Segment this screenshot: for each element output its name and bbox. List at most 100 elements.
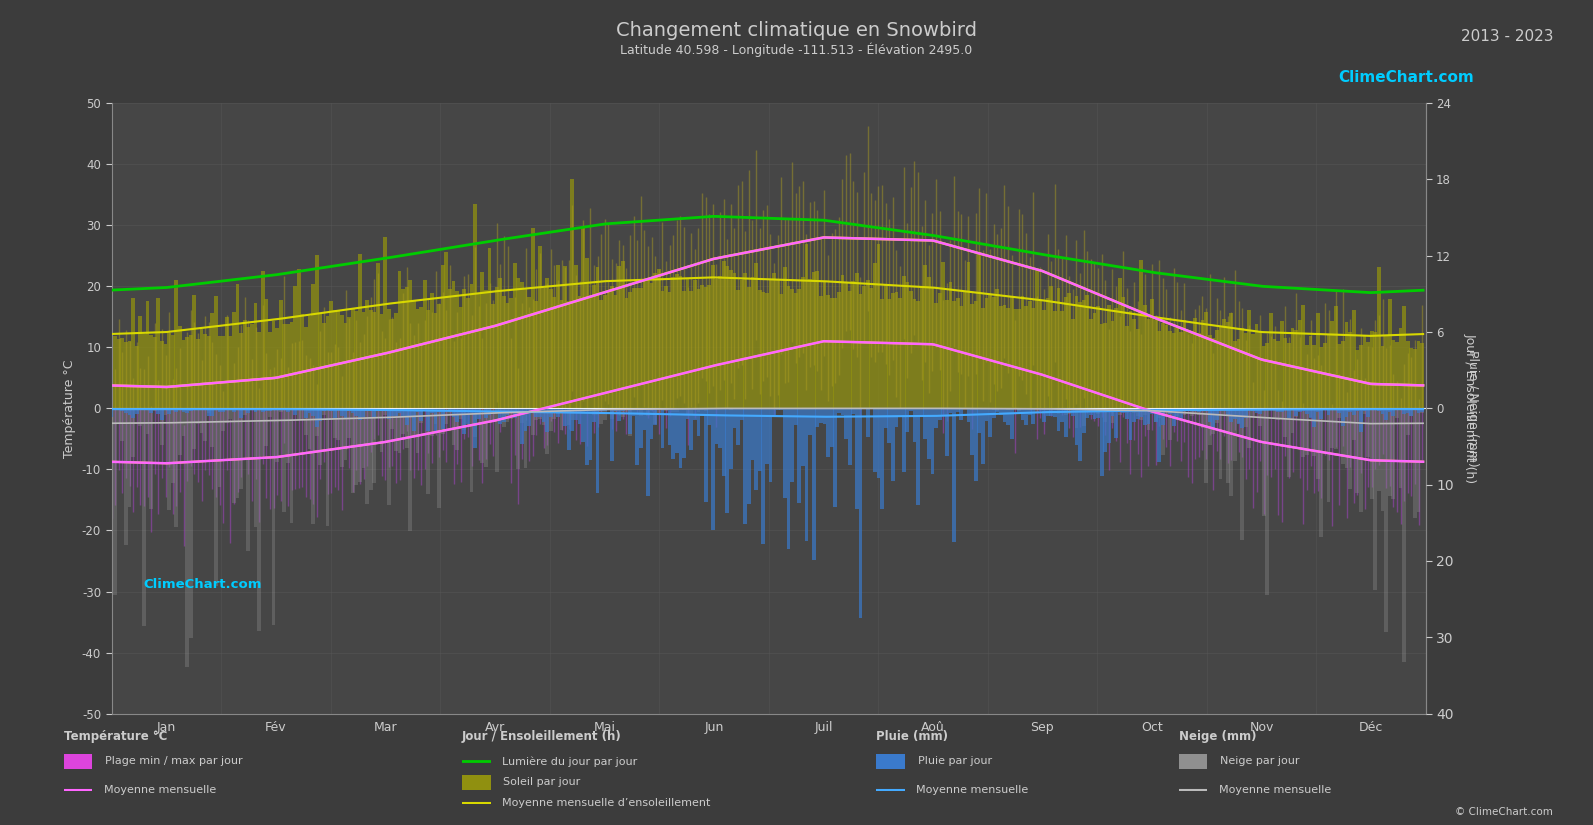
Bar (1075, 408, 1078, 446)
Bar (448, 289, 452, 408)
Bar (1099, 324, 1104, 408)
Bar (779, 408, 784, 410)
Bar (718, 276, 722, 408)
Bar (1007, 308, 1010, 408)
Bar (296, 269, 301, 408)
Bar (556, 266, 559, 408)
Bar (865, 280, 870, 408)
Bar (581, 408, 585, 442)
Bar (408, 408, 413, 417)
Bar (384, 237, 387, 408)
Bar (808, 408, 812, 436)
Bar (239, 408, 244, 489)
Bar (530, 408, 535, 435)
Bar (182, 340, 185, 408)
Bar (1319, 347, 1324, 408)
Bar (1352, 408, 1356, 441)
Bar (1125, 326, 1129, 408)
Bar (624, 408, 628, 410)
Bar (1093, 408, 1096, 411)
Bar (398, 408, 401, 413)
Bar (510, 298, 513, 408)
Bar (841, 275, 844, 408)
Bar (1190, 408, 1193, 417)
Bar (1410, 408, 1413, 417)
Bar (452, 408, 456, 445)
Bar (945, 408, 949, 456)
Bar (516, 277, 521, 408)
Bar (253, 408, 258, 412)
Bar (607, 408, 610, 409)
Bar (859, 295, 862, 408)
Bar (722, 408, 725, 476)
Bar (1276, 408, 1281, 412)
Bar (350, 309, 355, 408)
Bar (647, 408, 650, 416)
Bar (596, 267, 599, 408)
Bar (585, 257, 589, 408)
Bar (124, 408, 127, 413)
Bar (992, 297, 996, 408)
Bar (1362, 408, 1367, 411)
Bar (473, 408, 476, 448)
Bar (685, 408, 690, 418)
Bar (1222, 319, 1227, 408)
Bar (190, 335, 193, 408)
Bar (221, 337, 225, 408)
Bar (1070, 408, 1075, 416)
Bar (1388, 299, 1392, 408)
Bar (256, 408, 261, 410)
Bar (301, 408, 304, 419)
Bar (1027, 300, 1032, 408)
Bar (1313, 408, 1316, 456)
Bar (279, 300, 282, 408)
Bar (1316, 408, 1319, 479)
Bar (1082, 299, 1085, 408)
Bar (887, 299, 890, 408)
Bar (1258, 332, 1262, 408)
Bar (1376, 267, 1381, 408)
Bar (495, 408, 499, 472)
Bar (1367, 408, 1370, 417)
Bar (1225, 323, 1230, 408)
Bar (1384, 408, 1388, 420)
Bar (358, 254, 362, 408)
Bar (1265, 408, 1270, 595)
Bar (1287, 408, 1290, 478)
Bar (384, 408, 387, 409)
Bar (1233, 408, 1236, 418)
Bar (236, 408, 239, 498)
Bar (315, 408, 319, 427)
Bar (1319, 408, 1324, 536)
Text: Soleil par jour: Soleil par jour (503, 777, 580, 787)
Bar (919, 408, 924, 415)
Bar (1258, 408, 1262, 413)
Bar (242, 320, 247, 408)
Bar (153, 408, 156, 409)
Bar (1348, 332, 1352, 408)
Bar (1099, 408, 1104, 476)
Bar (164, 408, 167, 415)
Bar (1290, 408, 1295, 433)
Bar (1384, 408, 1388, 632)
Bar (768, 280, 773, 408)
Bar (362, 312, 365, 408)
Bar (1042, 309, 1047, 408)
Bar (902, 276, 905, 408)
Bar (427, 310, 430, 408)
Bar (744, 273, 747, 408)
Bar (135, 408, 139, 414)
Bar (916, 301, 919, 408)
Bar (621, 261, 624, 408)
Bar (1381, 346, 1384, 408)
Bar (376, 408, 379, 418)
Bar (113, 408, 116, 595)
Bar (1168, 408, 1172, 440)
Bar (204, 334, 207, 408)
Bar (653, 273, 656, 408)
Bar (178, 408, 182, 455)
Bar (1172, 408, 1176, 427)
Bar (733, 408, 736, 428)
Bar (1118, 278, 1121, 408)
Bar (436, 408, 441, 412)
